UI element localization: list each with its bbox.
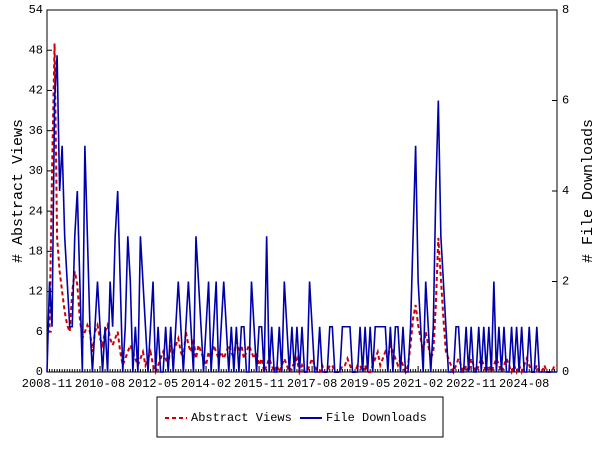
x-tick-label: 2022-11 — [446, 377, 496, 391]
y2-tick-label: 8 — [562, 3, 569, 17]
y-tick-label: 0 — [36, 365, 43, 379]
y2-tick-label: 4 — [562, 184, 569, 198]
y-tick-label: 6 — [36, 325, 43, 339]
y2-tick-label: 2 — [562, 275, 569, 289]
series-line — [46, 55, 557, 373]
y2-axis-title: # File Downloads — [580, 119, 597, 263]
y-tick-label: 42 — [29, 84, 43, 98]
y-tick-label: 12 — [29, 285, 43, 299]
y-tick-label: 54 — [29, 3, 43, 17]
series-line — [47, 43, 557, 376]
x-tick-label: 2024-08 — [499, 377, 549, 391]
x-tick-label: 2019-05 — [340, 377, 390, 391]
y-tick-label: 48 — [29, 43, 43, 57]
y-tick-label: 18 — [29, 245, 43, 259]
y-tick-label: 36 — [29, 124, 43, 138]
x-tick-label: 2010-08 — [75, 377, 125, 391]
x-tick-label: 2021-02 — [393, 377, 443, 391]
plot-frame — [46, 9, 558, 373]
x-tick-label: 2012-05 — [128, 377, 178, 391]
y2-tick-label: 0 — [562, 365, 569, 379]
legend-label: File Downloads — [326, 411, 427, 425]
x-tick-label: 2015-11 — [234, 377, 284, 391]
y-axis-title: # Abstract Views — [10, 119, 27, 263]
legend-label: Abstract Views — [191, 411, 292, 425]
x-tick-label: 2017-08 — [287, 377, 337, 391]
x-tick-label: 2008-11 — [22, 377, 72, 391]
y2-tick-label: 6 — [562, 94, 569, 108]
y-tick-label: 30 — [29, 164, 43, 178]
x-tick-label: 2014-02 — [181, 377, 231, 391]
y-tick-label: 24 — [29, 204, 43, 218]
